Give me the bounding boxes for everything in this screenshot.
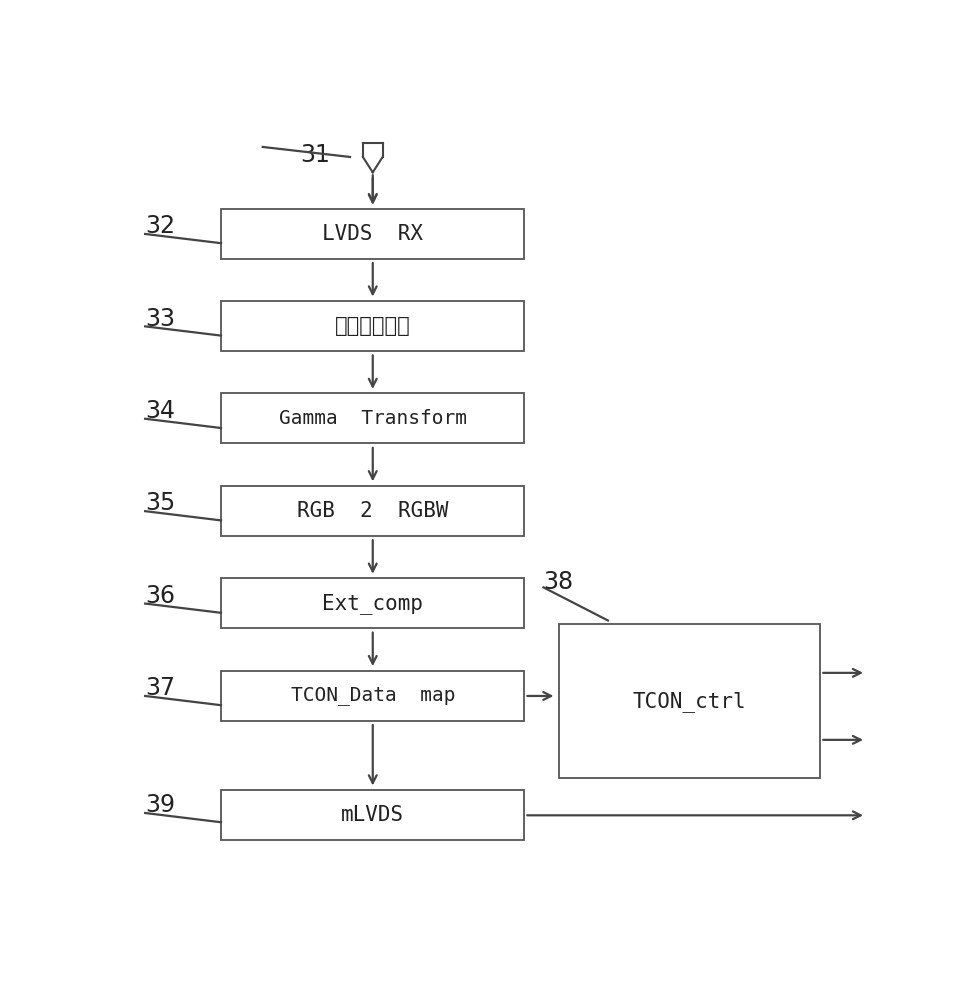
Text: 37: 37 [145, 676, 175, 700]
Text: LVDS  RX: LVDS RX [322, 224, 422, 244]
Bar [221, 671, 524, 721]
Bar [221, 393, 524, 443]
Text: 38: 38 [543, 570, 573, 594]
Text: 36: 36 [145, 584, 175, 608]
Text: 35: 35 [145, 491, 175, 515]
Text: 39: 39 [145, 793, 175, 817]
Bar [221, 486, 524, 536]
Text: TCON_ctrl: TCON_ctrl [632, 691, 745, 712]
Text: 34: 34 [145, 399, 175, 423]
Text: TCON_Data  map: TCON_Data map [290, 686, 455, 705]
Text: RGB  2  RGBW: RGB 2 RGBW [296, 501, 448, 521]
Text: 33: 33 [145, 307, 175, 331]
Text: 31: 31 [300, 143, 331, 167]
Text: Ext_comp: Ext_comp [322, 593, 422, 614]
Text: Gamma  Transform: Gamma Transform [279, 409, 467, 428]
Bar [221, 209, 524, 259]
Text: 亮度侦测控制: 亮度侦测控制 [334, 316, 410, 336]
Bar [221, 578, 524, 628]
Text: mLVDS: mLVDS [341, 805, 404, 825]
Bar [558, 624, 820, 778]
Text: 32: 32 [145, 214, 175, 238]
Bar [221, 301, 524, 351]
Bar [221, 790, 524, 840]
